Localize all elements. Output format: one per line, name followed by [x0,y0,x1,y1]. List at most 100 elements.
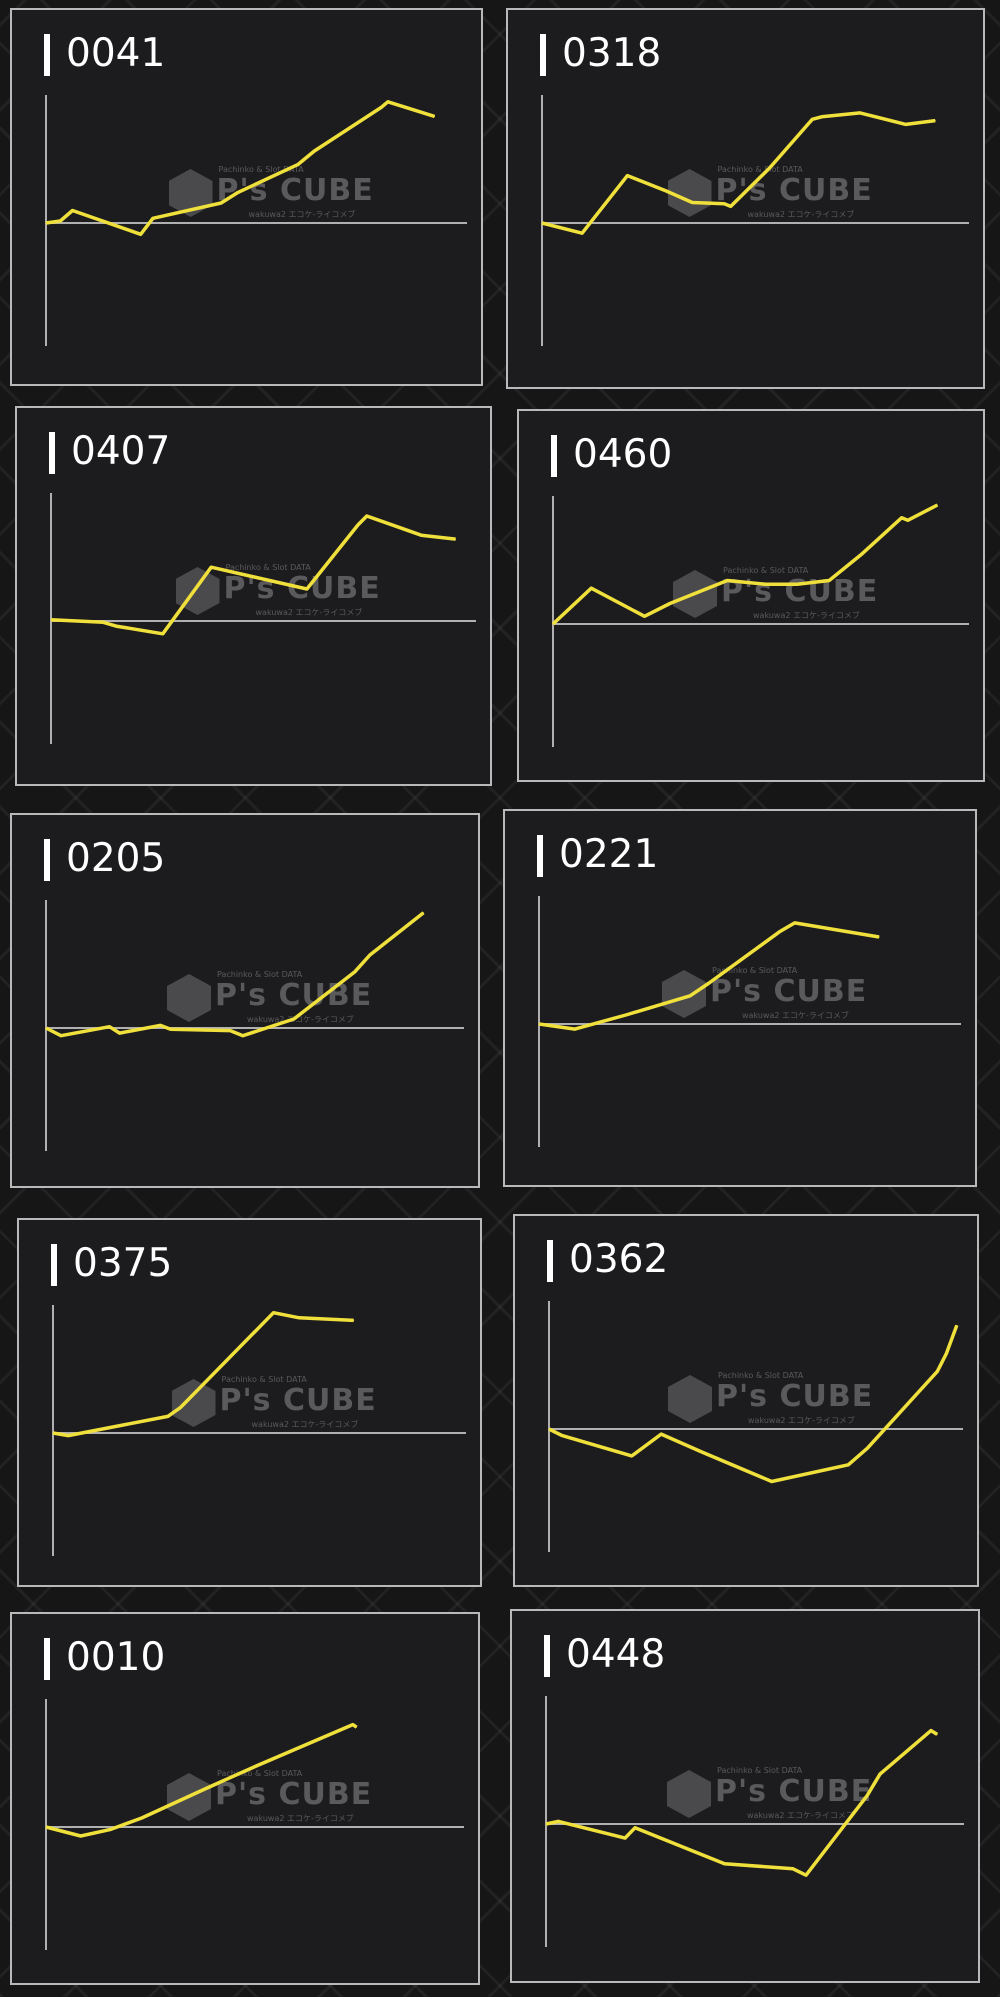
data-point [369,954,371,956]
data-point [242,1035,244,1037]
chart-panel-0318: 0318 Pachinko & Slot DATA P's CUBE wakuwa2 … [506,8,985,389]
data-point [357,524,359,526]
data-point [541,222,543,224]
data-point [180,1406,182,1408]
data-point [109,1829,111,1831]
data-point [45,222,47,224]
data-point [805,1874,807,1876]
chart-panel-0460: 0460 Pachinko & Slot DATA P's CUBE wakuwa2 … [517,409,985,782]
series-line [45,1722,358,1838]
data-point [723,203,725,205]
line-chart [538,896,961,1147]
data-point [434,115,436,117]
data-point [708,982,710,984]
chart-title: 0010 [66,1635,166,1680]
chart-panel-0041: 0041 Pachinko & Slot DATA P's CUBE wakuwa2 … [10,8,483,386]
data-point [936,1733,938,1735]
chart-panel-0221: 0221 Pachinko & Slot DATA P's CUBE wakuwa2 … [503,809,977,1187]
title-marker [537,835,543,877]
data-point [50,619,52,621]
data-point [626,175,628,177]
data-point [170,1028,172,1030]
data-point [590,587,592,589]
data-point [723,1863,725,1865]
data-point [160,1024,162,1026]
data-point [353,1319,355,1321]
chart-title: 0318 [562,31,662,76]
data-point [45,1826,47,1828]
data-point [936,1370,938,1372]
data-point [794,922,796,924]
title-marker [547,1240,553,1282]
chart-panel-0362: 0362 Pachinko & Slot DATA P's CUBE wakuwa2 … [513,1214,979,1587]
chart-title: 0375 [73,1241,173,1286]
data-point [59,220,61,222]
data-point [298,1317,300,1319]
data-point [205,1788,207,1790]
data-point [455,538,457,540]
data-point [574,1028,576,1030]
line-chart [548,1301,963,1552]
data-point [210,566,212,568]
data-point [552,623,554,625]
line-chart [45,95,467,346]
data-point [422,912,424,914]
line-chart [545,1696,964,1947]
series-line [551,503,939,626]
data-point [80,1835,82,1837]
series-line [548,1324,959,1484]
line-chart [50,493,476,744]
data-point [765,583,767,585]
data-point [293,1018,295,1020]
data-point [689,995,691,997]
data-point [237,191,239,193]
data-point [140,233,142,235]
title-marker [540,34,546,76]
data-point [779,931,781,933]
data-point [792,1868,794,1870]
line-chart [52,1305,466,1556]
chart-panel-0375: 0375 Pachinko & Slot DATA P's CUBE wakuwa2 … [17,1218,482,1587]
title-marker [44,34,50,76]
data-point [581,232,583,234]
series-line [545,1728,939,1877]
data-point [625,1014,627,1016]
data-point [726,579,728,581]
data-point [167,1415,169,1417]
series-line [50,514,456,636]
data-point [866,1795,868,1797]
data-point [796,583,798,585]
data-point [859,112,861,114]
data-point [878,936,880,938]
data-point [45,1027,47,1029]
data-point [548,1428,550,1430]
data-point [860,554,862,556]
data-point [162,633,164,635]
chart-title: 0448 [566,1632,666,1677]
title-marker [551,435,557,477]
data-point [141,1817,143,1819]
data-point [730,205,732,207]
line-chart [45,1699,464,1950]
chart-title: 0041 [66,31,166,76]
data-point [644,615,646,617]
data-point [771,1480,773,1482]
data-point [665,190,667,192]
data-point [366,515,368,517]
data-point [624,1837,626,1839]
line-chart [541,95,969,346]
series-line [52,1310,354,1438]
data-point [561,1434,563,1436]
data-point [945,1352,947,1354]
data-point [420,534,422,536]
data-point [847,1464,849,1466]
chart-panel-0010: 0010 Pachinko & Slot DATA P's CUBE wakuwa2 … [10,1612,480,1985]
title-marker [44,1638,50,1680]
chart-panel-0448: 0448 Pachinko & Slot DATA P's CUBE wakuwa2 … [510,1609,980,1983]
chart-panel-0205: 0205 Pachinko & Slot DATA P's CUBE wakuwa2 … [10,813,480,1188]
data-point [901,517,903,519]
series-line [45,100,436,237]
data-point [256,1765,258,1767]
data-point [387,101,389,103]
chart-title: 0460 [573,432,673,477]
